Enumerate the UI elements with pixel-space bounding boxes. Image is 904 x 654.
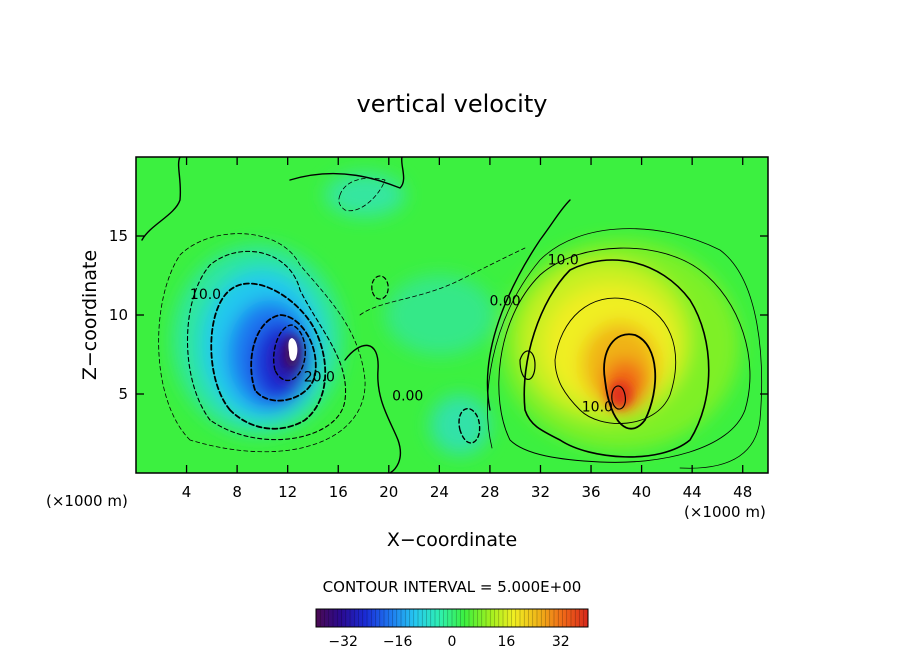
contour-pos10	[523, 259, 710, 458]
x-tick-label: 4	[182, 483, 192, 501]
contour-neg5-small-b	[458, 407, 481, 444]
contour-pos15	[554, 297, 677, 424]
colorbar-fill	[315, 608, 589, 628]
colorbar: −32 −16 0 16 32	[315, 608, 589, 650]
y-axis-label: Z−coordinate	[79, 250, 101, 380]
contour-label: 10.0	[190, 287, 221, 303]
y-tick-label: 15	[109, 227, 128, 245]
colorbar-tick-label: −32	[328, 634, 358, 650]
contour-neg5-top	[338, 177, 386, 212]
x-axis-label: X−coordinate	[387, 529, 517, 551]
contour-label: 0.00	[490, 294, 521, 310]
weak-downdraft-mid	[385, 275, 495, 355]
contour-label: 0.00	[392, 388, 423, 404]
velocity-field: 10.0 20.0 0.00 0.00 10.0 10.0	[136, 157, 768, 473]
chart-title: vertical velocity	[357, 90, 548, 118]
contour-pos20	[603, 333, 657, 430]
contour-pos5	[498, 247, 751, 463]
contour-neg5-outer	[158, 233, 366, 453]
x-unit-left: (×1000 m)	[46, 492, 128, 510]
contour-neg20	[250, 314, 317, 402]
x-tick-label: 20	[379, 483, 398, 501]
contour-label: 10.0	[582, 399, 613, 415]
weak-downdraft-bottom	[430, 395, 490, 455]
contour-zero-top	[289, 157, 405, 189]
contour-outer-updraft	[487, 228, 762, 469]
weak-downdraft-top	[325, 173, 405, 217]
contour-zero-left	[141, 157, 182, 241]
y-axis: 5 10 15	[109, 227, 768, 403]
contour-pos-small	[519, 350, 536, 380]
contour-label: 20.0	[304, 369, 335, 385]
x-tick-label: 8	[232, 483, 242, 501]
x-tick-label: 36	[581, 483, 600, 501]
x-tick-label: 12	[278, 483, 297, 501]
x-tick-label: 24	[430, 483, 449, 501]
undefined-region	[288, 338, 298, 361]
colorbar-tick-label: −16	[383, 634, 413, 650]
contour-neg30	[273, 324, 306, 382]
contour-neg5-inner	[186, 250, 347, 441]
colorbar-tick-label: 32	[552, 634, 570, 650]
contour-pos25	[611, 385, 627, 410]
colorbar-tick-label: 16	[497, 634, 515, 650]
x-tick-label: 32	[531, 483, 550, 501]
x-unit-right: (×1000 m)	[684, 503, 766, 521]
x-tick-label: 40	[632, 483, 651, 501]
contour-zero-bottom	[344, 344, 402, 473]
contour-zero-updraft	[486, 199, 571, 411]
colorbar-tick-label: 0	[448, 634, 457, 650]
contour-neg5-small-a	[371, 275, 389, 300]
contour-label: 10.0	[548, 252, 579, 268]
contour-interval-label: CONTOUR INTERVAL = 5.000E+00	[323, 578, 582, 596]
x-axis: 4 8 12 16 20 24 28 32 36 40 44 48	[182, 157, 752, 501]
x-tick-label: 48	[733, 483, 752, 501]
contour-neg10	[210, 282, 327, 430]
x-tick-label: 16	[329, 483, 348, 501]
contour-neg5-band	[359, 247, 526, 316]
y-tick-label: 5	[118, 385, 128, 403]
x-tick-label: 28	[480, 483, 499, 501]
x-tick-label: 44	[683, 483, 702, 501]
y-tick-label: 10	[109, 306, 128, 324]
